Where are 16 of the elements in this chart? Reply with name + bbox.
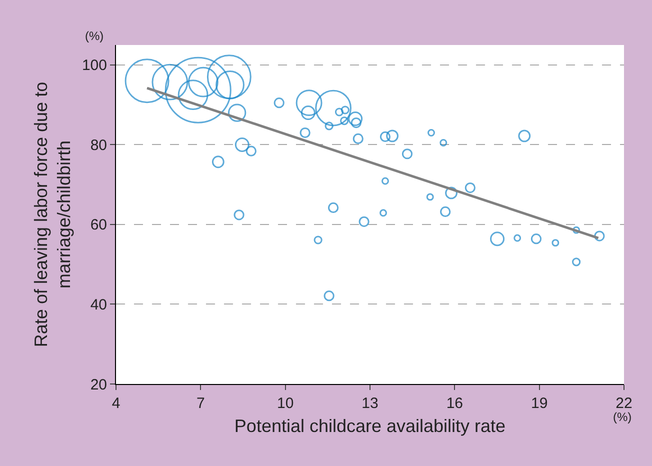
text: (%) <box>85 29 104 43</box>
x-tick-label: 7 <box>196 395 205 412</box>
x-tick-label: 4 <box>112 395 120 412</box>
y-tick-label: 40 <box>90 296 107 314</box>
x-axis-title: Potential childcare availability rate <box>234 416 506 436</box>
y-axis-title: Rate of leaving labor force due to marriage/childbirth <box>30 82 74 348</box>
x-tick-label: 16 <box>446 395 464 412</box>
text: (%) <box>613 410 632 424</box>
x-tick-label: 13 <box>362 395 378 412</box>
y-tick-label: 80 <box>90 136 107 154</box>
y-tick-label: 60 <box>90 216 107 234</box>
x-tick-label: 10 <box>276 395 294 412</box>
x-tick-label: 19 <box>530 395 548 412</box>
y-tick-label: 20 <box>90 376 107 394</box>
x-tick-label: 22 <box>616 395 632 412</box>
y-tick-label: 100 <box>82 57 107 74</box>
